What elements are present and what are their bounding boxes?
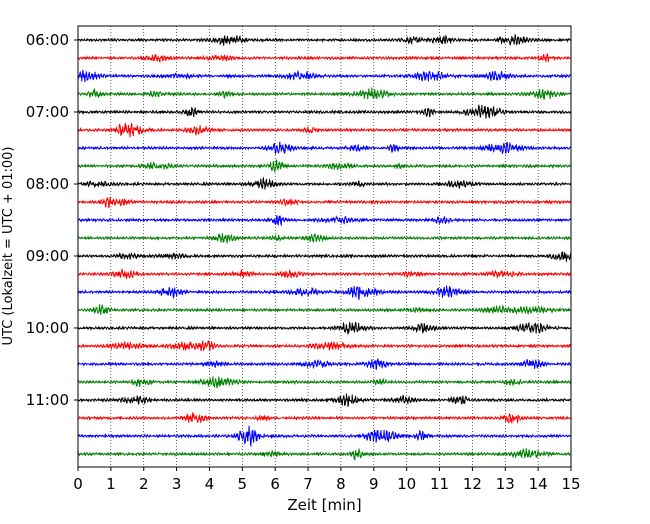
x-tick-label: 14 bbox=[529, 475, 548, 493]
x-tick-label: 0 bbox=[73, 475, 83, 493]
seismic-trace bbox=[77, 215, 572, 227]
y-axis: 06:00 07:00 08:00 09:00 10:00 11:00 bbox=[26, 31, 78, 409]
seismic-trace bbox=[77, 53, 572, 64]
seismic-trace bbox=[77, 34, 572, 46]
y-tick-label: 11:00 bbox=[26, 391, 69, 409]
seismic-trace bbox=[77, 358, 572, 370]
x-tick-label: 1 bbox=[106, 475, 116, 493]
seismic-trace bbox=[77, 69, 572, 83]
seismic-trace bbox=[77, 340, 572, 352]
x-tick-label: 7 bbox=[303, 475, 313, 493]
seismic-trace bbox=[77, 321, 572, 335]
seismic-trace bbox=[77, 447, 572, 462]
x-tick-label: 15 bbox=[561, 475, 580, 493]
y-tick-label: 10:00 bbox=[26, 319, 69, 337]
x-tick-label: 8 bbox=[336, 475, 346, 493]
seismic-trace bbox=[77, 425, 572, 448]
seismic-trace bbox=[77, 251, 572, 262]
plot-frame bbox=[77, 25, 572, 468]
x-tick-label: 12 bbox=[463, 475, 482, 493]
seismic-trace bbox=[77, 141, 572, 156]
x-tick-label: 2 bbox=[139, 475, 149, 493]
x-tick-label: 3 bbox=[172, 475, 182, 493]
x-tick-label: 10 bbox=[397, 475, 416, 493]
x-tick-label: 4 bbox=[205, 475, 215, 493]
seismic-trace bbox=[77, 122, 572, 138]
seismic-trace bbox=[77, 104, 572, 119]
x-tick-label: 9 bbox=[369, 475, 379, 493]
y-tick-label: 09:00 bbox=[26, 247, 69, 265]
seismic-trace bbox=[77, 393, 572, 408]
x-tick-label: 6 bbox=[270, 475, 280, 493]
seismic-trace bbox=[77, 376, 572, 389]
x-tick-label: 11 bbox=[430, 475, 449, 493]
seismic-trace bbox=[77, 176, 572, 190]
trace-group bbox=[77, 34, 572, 462]
seismic-trace bbox=[77, 159, 572, 173]
seismic-trace bbox=[77, 285, 572, 300]
y-tick-label: 07:00 bbox=[26, 103, 69, 121]
seismic-trace bbox=[77, 268, 572, 280]
seismic-trace bbox=[77, 233, 572, 244]
seismic-trace bbox=[77, 196, 572, 209]
x-axis: 0 1 2 3 4 5 6 7 8 9 10 11 12 13 14 15 bbox=[73, 467, 581, 493]
seismic-trace bbox=[77, 304, 572, 315]
y-axis-label: UTC (Lokalzeit = UTC + 01:00) bbox=[1, 147, 16, 346]
x-axis-label: Zeit [min] bbox=[287, 496, 361, 514]
x-tick-label: 5 bbox=[238, 475, 248, 493]
y-tick-label: 08:00 bbox=[26, 175, 69, 193]
seismic-trace bbox=[77, 87, 572, 100]
x-tick-label: 13 bbox=[496, 475, 515, 493]
y-tick-label: 06:00 bbox=[26, 31, 69, 49]
seismic-trace bbox=[77, 412, 572, 424]
